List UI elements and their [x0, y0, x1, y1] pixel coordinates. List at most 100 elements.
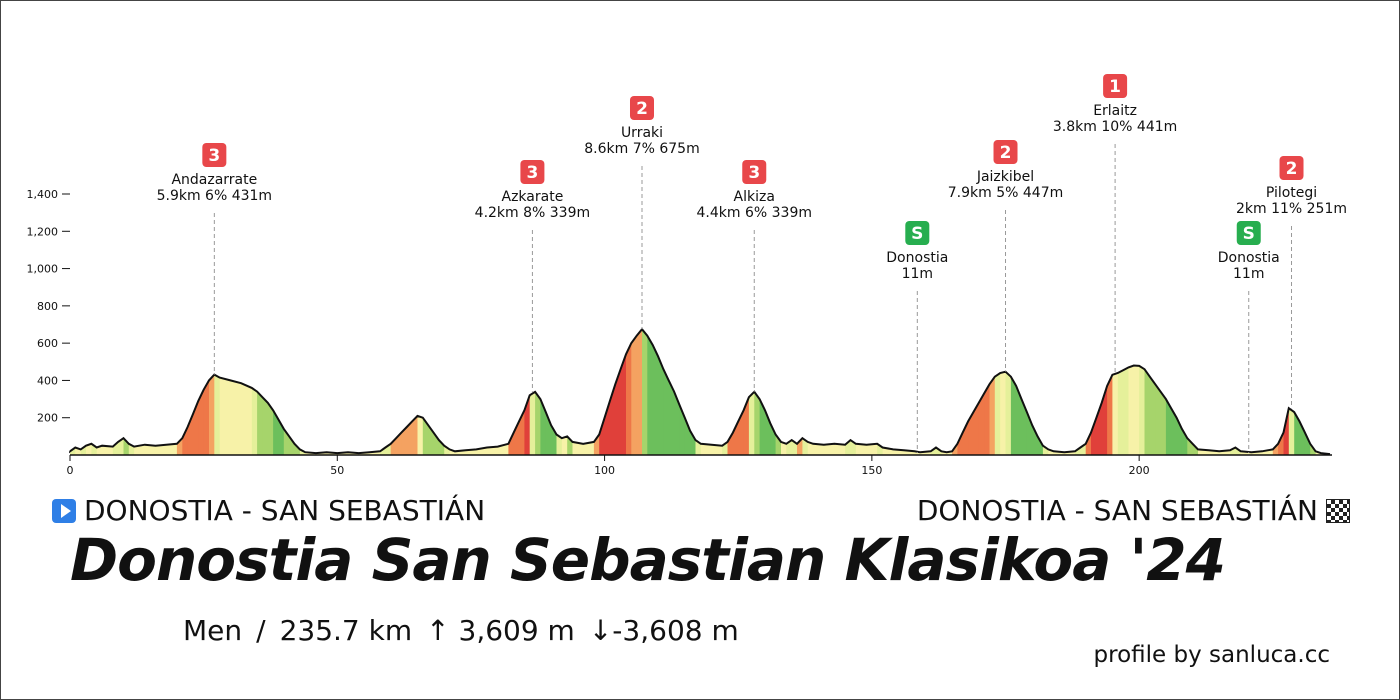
- gradient-strip: [850, 329, 857, 455]
- climb-category: 3: [748, 163, 760, 183]
- gradient-strip: [396, 329, 402, 455]
- gradient-strip: [96, 329, 103, 455]
- y-tick-label: 800: [37, 300, 58, 313]
- gradient-strip: [1160, 329, 1167, 455]
- climb-stats: 8.6km 7% 675m: [584, 141, 699, 157]
- gradient-strip: [433, 329, 440, 455]
- climb-category: 2: [1286, 159, 1298, 179]
- gradient-strip: [497, 329, 509, 455]
- gradient-strip: [609, 329, 616, 455]
- gradient-strip: [315, 329, 328, 455]
- gradient-strip: [219, 329, 231, 455]
- gradient-strip: [262, 329, 269, 455]
- gradient-strip: [1021, 329, 1028, 455]
- y-tick-label: 600: [37, 337, 58, 350]
- gradient-strip: [176, 329, 183, 455]
- gradient-strip: [209, 329, 215, 455]
- gradient-strip: [75, 329, 82, 455]
- gradient-strip: [1278, 329, 1284, 455]
- y-tick-label: 1,400: [27, 188, 59, 201]
- climb-name: Andazarrate: [171, 172, 257, 188]
- gradient-strip: [1304, 329, 1311, 455]
- finish-location: DONOSTIA - SAN SEBASTIÁN: [917, 494, 1350, 527]
- sprint-name: Donostia: [1218, 250, 1280, 266]
- gradient-strip: [1139, 329, 1146, 455]
- gradient-strip: [797, 329, 803, 455]
- gradient-strip: [540, 329, 547, 455]
- gradient-strip: [529, 329, 536, 455]
- gradient-strip: [1262, 329, 1268, 455]
- gradient-strip: [251, 329, 258, 455]
- gradient-strip: [348, 329, 360, 455]
- x-tick-label: 0: [67, 464, 74, 477]
- gradient-strip: [834, 329, 846, 455]
- gradient-strip: [358, 329, 370, 455]
- gradient-strip: [802, 329, 809, 455]
- race-stats: Men / 235.7 km ↑ 3,609 m ↓-3,608 m: [183, 614, 739, 647]
- gradient-strip: [422, 329, 429, 455]
- gradient-strip: [444, 329, 451, 455]
- gradient-strip: [155, 329, 167, 455]
- gradient-strip: [428, 329, 435, 455]
- gradient-strip: [941, 329, 948, 455]
- gradient-strip: [1053, 329, 1065, 455]
- gradient-strip: [1208, 329, 1220, 455]
- gradient-strip: [326, 329, 338, 455]
- gradient-strip: [1080, 329, 1087, 455]
- gradient-strip: [1085, 329, 1092, 455]
- gradient-strip: [214, 329, 221, 455]
- gradient-strip: [936, 329, 942, 455]
- sprint-stats: 11m: [902, 266, 933, 282]
- climb-category: 3: [526, 163, 538, 183]
- gradient-strip: [957, 329, 964, 455]
- gradient-strip: [845, 329, 851, 455]
- gradient-strip: [465, 329, 477, 455]
- gradient-strip: [123, 329, 130, 455]
- gradient-strip: [1144, 329, 1151, 455]
- climb-stats: 7.9km 5% 447m: [948, 185, 1063, 201]
- elevation-loss: ↓-3,608 m: [588, 614, 739, 647]
- gradient-strip: [1219, 329, 1231, 455]
- gradient-strip: [380, 329, 386, 455]
- gradient-strip: [487, 329, 499, 455]
- elevation-gain: ↑ 3,609 m: [426, 614, 575, 647]
- gradient-strip: [1107, 329, 1113, 455]
- gradient-strip: [732, 329, 739, 455]
- gradient-strip: [695, 329, 702, 455]
- gradient-strip: [1005, 329, 1012, 455]
- gradient-strip: [642, 329, 648, 455]
- credit: profile by sanluca.cc: [1093, 642, 1330, 668]
- gradient-strip: [1155, 329, 1162, 455]
- gradient-strip: [700, 329, 713, 455]
- gradient-strip: [572, 329, 584, 455]
- gradient-strip: [118, 329, 124, 455]
- gradient-strip: [1315, 329, 1322, 455]
- gradient-strip: [70, 329, 76, 455]
- sprint-badge: [905, 221, 930, 245]
- gradient-strip: [241, 329, 253, 455]
- climb-category: 3: [208, 146, 220, 166]
- gradient-strip: [807, 329, 814, 455]
- gradient-strip: [855, 329, 868, 455]
- gradient-strip: [1016, 329, 1023, 455]
- gradient-strip: [1075, 329, 1081, 455]
- gradient-strip: [412, 329, 418, 455]
- gradient-strip: [166, 329, 178, 455]
- gradient-strip: [1037, 329, 1044, 455]
- gradient-strip: [877, 329, 884, 455]
- gradient-fills: [70, 329, 1330, 455]
- gradient-strip: [674, 329, 680, 455]
- gradient-strip: [1010, 329, 1017, 455]
- climb-badge: [202, 143, 227, 167]
- finish-label: DONOSTIA - SAN SEBASTIÁN: [916, 494, 1318, 527]
- gradient-strip: [299, 329, 306, 455]
- gradient-strip: [620, 329, 627, 455]
- climb-name: Azkarate: [502, 189, 564, 205]
- checkered-flag-icon: [1326, 498, 1350, 523]
- profile-outline: [69, 327, 1331, 456]
- gradient-strip: [454, 329, 467, 455]
- gradient-strip: [128, 329, 135, 455]
- gradient-strip: [112, 329, 119, 455]
- gradient-strip: [567, 329, 574, 455]
- gradient-strip: [513, 329, 520, 455]
